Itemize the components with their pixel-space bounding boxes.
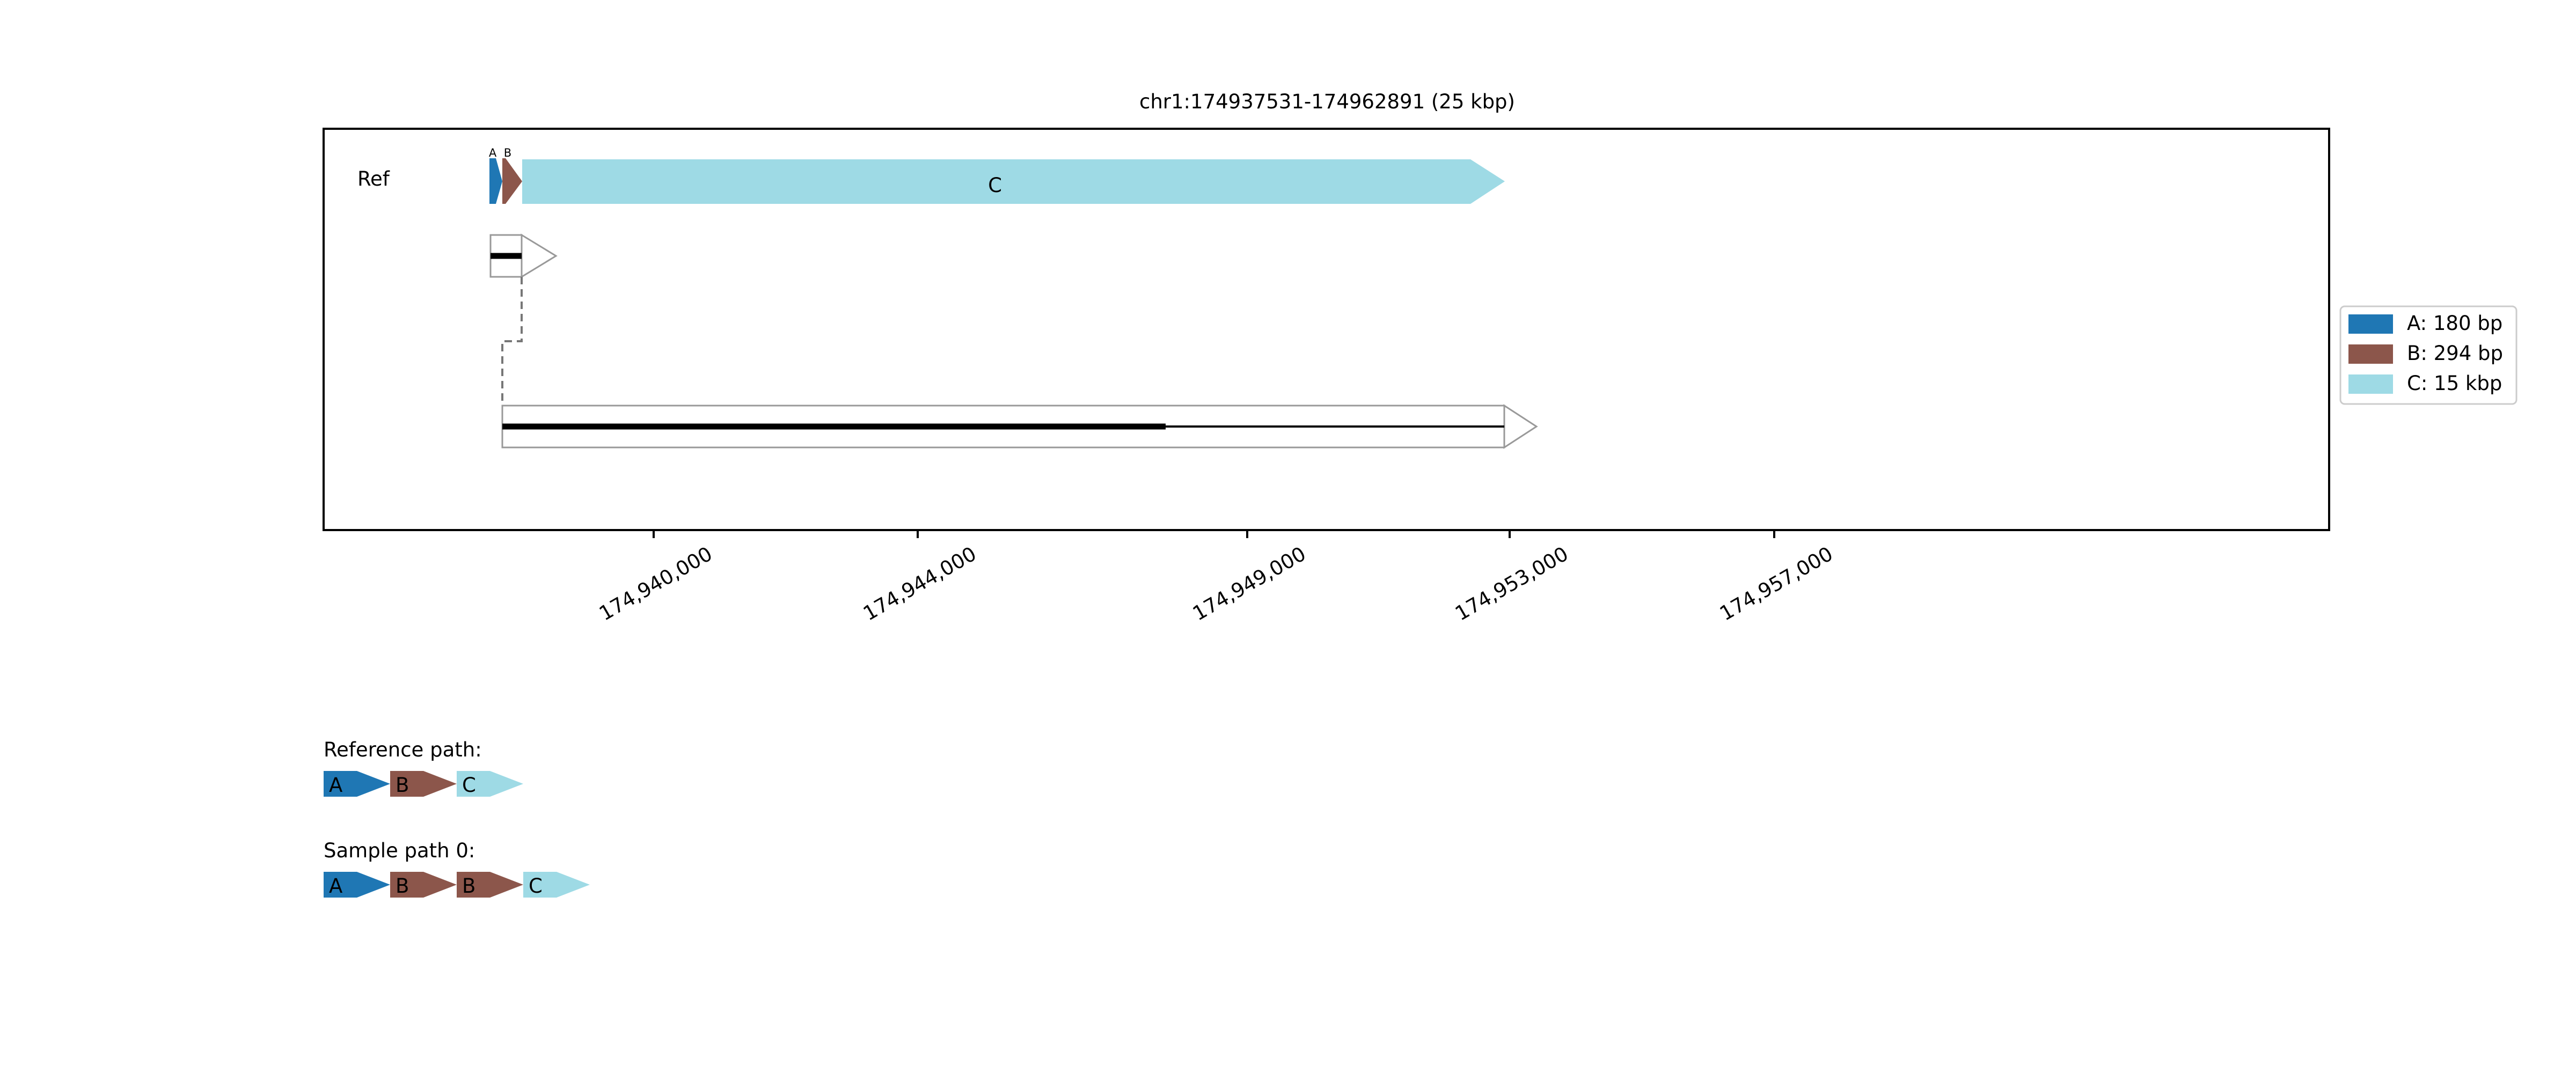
- x-tick-label: 174,957,000: [1716, 542, 1836, 626]
- legend-swatch-c: [2348, 374, 2393, 394]
- ref-segment-a-label: A: [489, 146, 497, 159]
- sample-block-2: [501, 404, 1538, 449]
- x-tick-label: 174,944,000: [859, 542, 980, 626]
- sample-block-1: [489, 233, 558, 278]
- path-chip-c: [457, 771, 523, 797]
- x-tick-label: 174,940,000: [595, 542, 716, 626]
- ref-segment-b: [502, 158, 522, 204]
- ref-track: A B C: [489, 146, 1505, 204]
- plot-frame: [323, 128, 2330, 531]
- sample-path-title: Sample path 0:: [324, 839, 475, 862]
- path-chip-label: B: [462, 874, 475, 898]
- x-tick-label: 174,949,000: [1189, 542, 1309, 626]
- ref-segment-c-label: C: [988, 174, 1002, 197]
- path-chip-label: B: [396, 874, 409, 898]
- x-axis: 174,940,000 174,944,000 174,949,000 174,953…: [595, 530, 1837, 626]
- path-chip-c: [523, 872, 590, 898]
- path-chip-b: [390, 771, 457, 797]
- path-chip-a: [324, 771, 390, 797]
- path-chip-label: A: [329, 774, 342, 797]
- reference-path-row: A B C: [324, 771, 523, 797]
- legend-swatch-b: [2348, 344, 2393, 364]
- path-chip-label: C: [529, 874, 543, 898]
- ref-segment-a: [489, 158, 502, 204]
- legend-label-c: C: 15 kbp: [2407, 372, 2502, 395]
- legend: A: 180 bp B: 294 bp C: 15 kbp: [2339, 305, 2518, 405]
- path-chip-b: [457, 872, 523, 898]
- legend-label-b: B: 294 bp: [2407, 342, 2503, 365]
- path-chip-label: A: [329, 874, 342, 898]
- path-chip-a: [324, 872, 390, 898]
- ref-segment-b-label: B: [504, 146, 511, 159]
- ref-track-label: Ref: [357, 167, 390, 190]
- legend-swatch-a: [2348, 314, 2393, 334]
- path-connector: [501, 277, 523, 406]
- x-tick-label: 174,953,000: [1451, 542, 1572, 626]
- reference-path-title: Reference path:: [324, 738, 482, 761]
- plot-title: chr1:174937531-174962891 (25 kbp): [1139, 90, 1515, 113]
- legend-label-a: A: 180 bp: [2407, 312, 2502, 335]
- path-chip-label: B: [396, 774, 409, 797]
- ref-segment-c: [522, 159, 1505, 204]
- path-chip-b: [390, 872, 457, 898]
- path-chip-label: C: [462, 774, 476, 797]
